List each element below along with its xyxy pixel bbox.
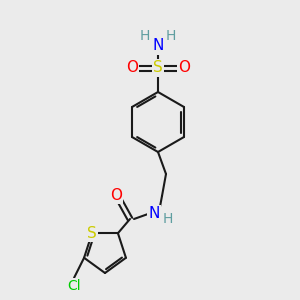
Text: S: S bbox=[87, 226, 97, 241]
Text: O: O bbox=[178, 61, 190, 76]
Text: Cl: Cl bbox=[67, 279, 81, 293]
Text: N: N bbox=[152, 38, 164, 53]
Text: H: H bbox=[140, 29, 150, 43]
Text: O: O bbox=[126, 61, 138, 76]
Text: S: S bbox=[153, 61, 163, 76]
Text: O: O bbox=[110, 188, 122, 202]
Text: N: N bbox=[148, 206, 160, 221]
Text: H: H bbox=[163, 212, 173, 226]
Text: H: H bbox=[166, 29, 176, 43]
